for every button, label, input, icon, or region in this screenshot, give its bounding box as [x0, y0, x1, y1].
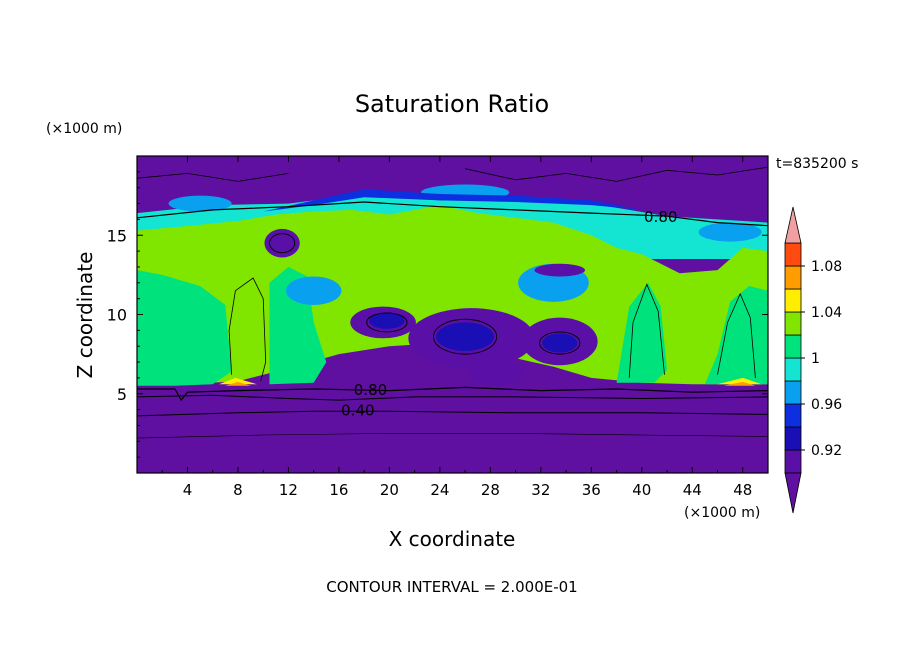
- x-tick-label: 20: [380, 481, 399, 499]
- contour-upper: [137, 172, 289, 182]
- x-axis-label: X coordinate: [389, 527, 516, 551]
- contour-0.40: [137, 410, 768, 417]
- time-label: t=835200 s: [776, 156, 858, 172]
- colorbar-segment: [784, 334, 802, 359]
- very-dry-core: [436, 322, 495, 351]
- chart-title: Saturation Ratio: [355, 90, 549, 118]
- cyan-patch: [168, 195, 232, 212]
- contour-label: 0.80: [354, 381, 387, 399]
- colorbar-segment: [784, 357, 802, 382]
- colorbar-segment: [784, 265, 802, 290]
- contour-0.80-base: [137, 386, 768, 402]
- x-tick-label: 32: [531, 481, 550, 499]
- x-tick-label: 8: [233, 481, 243, 499]
- contour-interval-footer: CONTOUR INTERVAL = 2.000E-01: [326, 578, 577, 596]
- x-tick-label: 48: [733, 481, 752, 499]
- colorbar-segment: [784, 311, 802, 336]
- colorbar-label: 0.96: [811, 397, 842, 413]
- x-tick-label: 24: [430, 481, 449, 499]
- colorbar: 1.08 1.04 1 0.96 0.92: [784, 206, 842, 514]
- contour-1.00: [628, 283, 665, 378]
- colorbar-segment: [784, 380, 802, 405]
- x-tick-label: 36: [582, 481, 601, 499]
- contour-0.60: [137, 394, 768, 401]
- yellow-strip: [717, 377, 762, 385]
- x-tick-label: 12: [279, 481, 298, 499]
- blue-fringe: [263, 189, 642, 212]
- contour-label: 0.40: [341, 402, 374, 420]
- colorbar-label: 1: [811, 351, 820, 367]
- dry-pocket: [468, 360, 525, 386]
- very-dry-core: [542, 333, 578, 353]
- very-dry-core: [369, 312, 405, 329]
- contour-0.80-top: [137, 201, 768, 227]
- y-axis-label: Z coordinate: [73, 252, 97, 379]
- orange-strip: [225, 381, 251, 386]
- y-unit-label: (×1000 m): [46, 121, 122, 137]
- colorbar-label: 1.04: [811, 305, 842, 321]
- green-column-left: [137, 270, 232, 386]
- contour-label: 0.80: [644, 208, 677, 226]
- contour-dry-pocket: [433, 318, 498, 355]
- colorbar-label: 1.08: [811, 259, 842, 275]
- colorbar-segment: [784, 449, 802, 474]
- y-tick-label: 15: [107, 226, 127, 245]
- colorbar-over-arrow: [784, 206, 802, 244]
- y-axis: 5 10 15: [107, 171, 768, 458]
- x-tick-label: 16: [329, 481, 348, 499]
- orange-strip: [723, 381, 756, 386]
- colorbar-under-arrow: [784, 472, 802, 514]
- x-tick-label: 4: [183, 481, 193, 499]
- x-axis: 4 8 12 16 20 24 28 32 36 40 44 48: [161, 156, 752, 499]
- y-tick-label: 5: [117, 385, 127, 404]
- colorbar-segment: [784, 242, 802, 267]
- contour-dry-pocket: [539, 331, 581, 355]
- x-tick-label: 28: [481, 481, 500, 499]
- green-column-right: [616, 282, 667, 383]
- colorbar-segment: [784, 426, 802, 451]
- contour-labels: 0.80 0.80 0.40: [341, 208, 677, 419]
- x-tick-label: 44: [683, 481, 702, 499]
- contour-0.20: [137, 433, 768, 439]
- lower-dry-layer: [137, 387, 768, 473]
- contour-1.00: [717, 292, 756, 378]
- colorbar-segment: [784, 288, 802, 313]
- x-unit-label: (×1000 m): [684, 505, 760, 521]
- contour-1.00: [228, 277, 267, 382]
- y-tick-label: 10: [107, 306, 127, 325]
- colorbar-segment: [784, 403, 802, 428]
- cyan-patch: [285, 276, 342, 305]
- green-column-mid: [269, 266, 327, 385]
- plot-area: [137, 156, 768, 473]
- contour-dry-pocket: [269, 233, 296, 254]
- colorbar-label: 0.92: [811, 443, 842, 459]
- yellow-strip: [219, 377, 257, 385]
- dry-pocket: [534, 263, 586, 277]
- cyan-patch: [698, 222, 762, 242]
- contour-dry-pocket: [366, 312, 408, 333]
- x-tick-label: 40: [632, 481, 651, 499]
- contour-upper: [465, 166, 768, 182]
